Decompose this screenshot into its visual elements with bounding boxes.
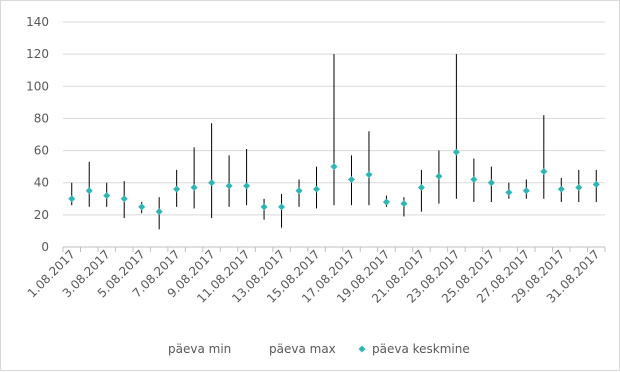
y-axis: 0 20 40 60 80 100 120 140	[26, 15, 49, 254]
mean-marker	[575, 184, 583, 192]
mean-marker	[278, 203, 286, 211]
mean-marker	[347, 176, 355, 183]
y-tick-label: 40	[34, 176, 49, 190]
mean-marker	[85, 187, 93, 195]
mean-marker	[190, 184, 198, 192]
mean-marker	[522, 187, 530, 195]
mean-marker	[540, 167, 548, 175]
y-tick-label: 120	[26, 47, 49, 61]
x-axis: 1.08.20173.08.20175.08.20177.08.20179.08…	[25, 246, 606, 306]
legend-label: päeva keskmine	[372, 342, 470, 356]
mean-marker	[487, 179, 495, 187]
mean-marker	[225, 182, 233, 190]
mean-marker	[400, 200, 408, 208]
range-lines	[71, 54, 597, 230]
mean-marker	[155, 208, 163, 216]
mean-marker	[260, 203, 268, 211]
legend: päeva min päeva max päeva keskmine	[168, 342, 470, 356]
mean-marker	[557, 185, 565, 193]
mean-marker	[208, 179, 216, 187]
mean-marker	[417, 184, 425, 192]
y-tick-label: 20	[34, 208, 49, 222]
y-tick-label: 0	[41, 240, 49, 254]
mean-marker	[382, 198, 390, 206]
legend-marker	[358, 345, 366, 353]
mean-marker	[470, 176, 478, 183]
mean-marker	[243, 182, 251, 190]
mean-marker	[365, 171, 373, 179]
mean-marker	[505, 188, 513, 196]
y-tick-label: 100	[26, 79, 49, 93]
mean-marker	[330, 163, 338, 171]
mean-marker	[435, 172, 443, 180]
y-tick-label: 80	[34, 111, 49, 125]
mean-marker	[592, 180, 600, 188]
legend-label: päeva min	[168, 342, 231, 356]
mean-marker	[120, 195, 128, 203]
mean-marker	[452, 148, 460, 156]
legend-label: päeva max	[269, 342, 336, 356]
mean-markers	[68, 148, 600, 216]
y-tick-label: 60	[34, 144, 49, 158]
mean-marker	[173, 185, 181, 193]
mean-marker	[313, 185, 321, 193]
mean-marker	[295, 187, 303, 195]
mean-marker	[103, 192, 111, 200]
y-tick-label: 140	[26, 15, 49, 29]
mean-marker	[138, 203, 146, 211]
mean-marker	[68, 195, 76, 203]
